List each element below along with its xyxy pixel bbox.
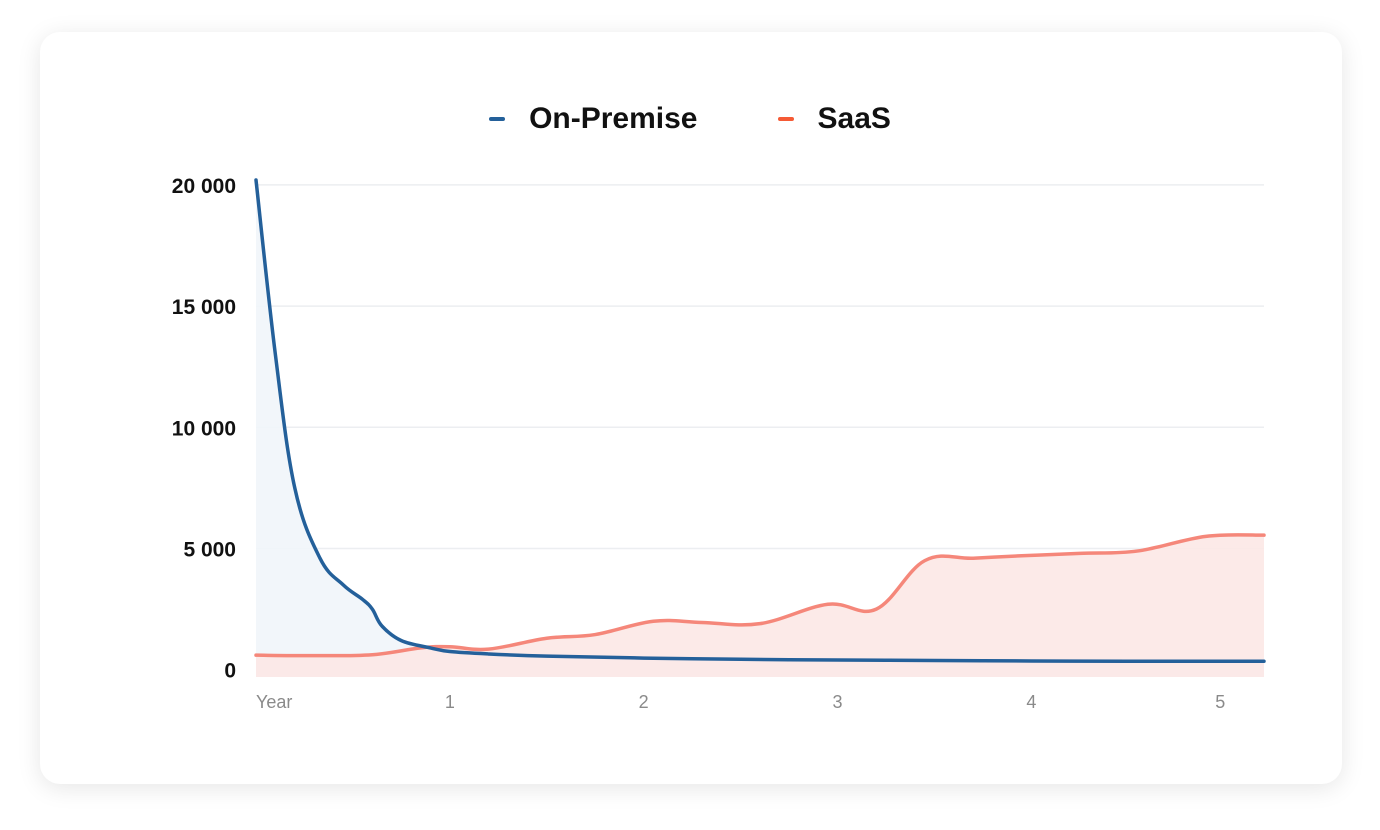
y-tick-label-0: 0 [224, 660, 236, 683]
legend-swatch-on-premise [489, 117, 506, 121]
y-tick-label-4: 20 000 [172, 175, 236, 198]
legend-label-on-premise: On-Premise [529, 102, 698, 135]
chart-legend: On-Premise SaaS [0, 102, 1380, 136]
x-tick-label-4: 5 [1215, 692, 1225, 712]
area-on-premise [256, 180, 1264, 677]
x-axis-label: Year [256, 692, 292, 712]
area-saas [256, 534, 1264, 677]
y-tick-label-2: 10 000 [172, 417, 236, 440]
legend-item-saas[interactable]: SaaS [777, 102, 891, 136]
legend-label-saas: SaaS [817, 102, 891, 135]
line-on-premise [254, 178, 1266, 664]
x-tick-label-0: 1 [445, 692, 455, 712]
x-tick-label-2: 3 [833, 692, 843, 712]
y-tick-label-3: 15 000 [172, 296, 236, 319]
legend-item-on-premise[interactable]: On-Premise [489, 102, 698, 136]
legend-swatch-saas [777, 117, 794, 121]
x-tick-label-1: 2 [639, 692, 649, 712]
y-tick-label-1: 5 000 [183, 539, 236, 562]
x-tick-label-3: 4 [1026, 692, 1036, 712]
